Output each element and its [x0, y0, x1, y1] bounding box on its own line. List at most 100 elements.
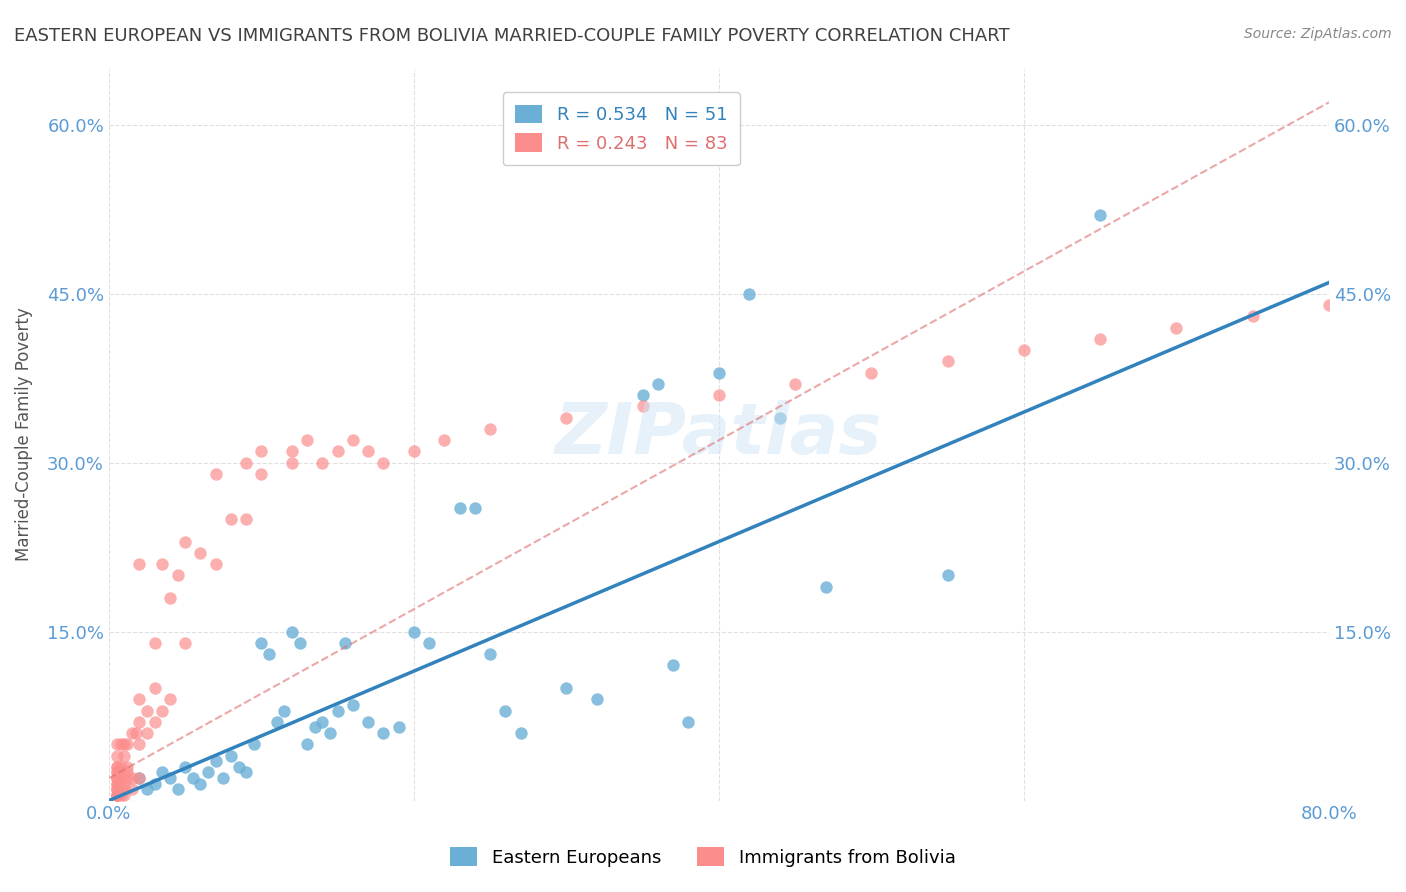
Point	[105, 777, 128, 791]
Point	[707, 388, 730, 402]
Y-axis label: Married-Couple Family Poverty: Married-Couple Family Poverty	[15, 308, 32, 561]
Point	[121, 771, 143, 785]
Point	[586, 692, 609, 706]
Point	[204, 467, 226, 481]
Point	[110, 771, 132, 785]
Point	[204, 557, 226, 571]
Point	[128, 557, 150, 571]
Point	[357, 714, 380, 729]
Point	[235, 456, 257, 470]
Point	[357, 444, 380, 458]
Point	[342, 433, 364, 447]
Point	[190, 777, 212, 791]
Point	[250, 636, 273, 650]
Point	[373, 456, 395, 470]
Point	[159, 692, 181, 706]
Point	[105, 760, 128, 774]
Point	[105, 765, 128, 780]
Text: Source: ZipAtlas.com: Source: ZipAtlas.com	[1244, 27, 1392, 41]
Point	[105, 788, 128, 802]
Point	[464, 500, 486, 515]
Point	[311, 714, 333, 729]
Text: EASTERN EUROPEAN VS IMMIGRANTS FROM BOLIVIA MARRIED-COUPLE FAMILY POVERTY CORREL: EASTERN EUROPEAN VS IMMIGRANTS FROM BOLI…	[14, 27, 1010, 45]
Point	[335, 636, 357, 650]
Point	[281, 444, 304, 458]
Point	[110, 737, 132, 751]
Point	[136, 704, 159, 718]
Point	[190, 546, 212, 560]
Point	[449, 500, 471, 515]
Point	[494, 704, 516, 718]
Point	[143, 681, 166, 695]
Point	[662, 658, 685, 673]
Point	[1012, 343, 1035, 357]
Point	[319, 726, 342, 740]
Point	[105, 782, 128, 797]
Point	[121, 782, 143, 797]
Point	[1166, 320, 1188, 334]
Point	[105, 760, 128, 774]
Point	[105, 777, 128, 791]
Point	[105, 788, 128, 802]
Point	[295, 737, 318, 751]
Point	[110, 760, 132, 774]
Point	[273, 704, 295, 718]
Point	[166, 782, 188, 797]
Point	[219, 748, 242, 763]
Point	[555, 681, 578, 695]
Point	[112, 748, 135, 763]
Point	[326, 704, 349, 718]
Point	[166, 568, 188, 582]
Point	[281, 456, 304, 470]
Point	[509, 726, 531, 740]
Point	[769, 410, 792, 425]
Point	[936, 354, 959, 368]
Point	[418, 636, 440, 650]
Legend: Eastern Europeans, Immigrants from Bolivia: Eastern Europeans, Immigrants from Boliv…	[443, 840, 963, 874]
Point	[105, 788, 128, 802]
Point	[105, 737, 128, 751]
Point	[128, 714, 150, 729]
Point	[105, 771, 128, 785]
Point	[342, 698, 364, 712]
Point	[105, 782, 128, 797]
Point	[388, 720, 411, 734]
Point	[115, 765, 138, 780]
Point	[311, 456, 333, 470]
Point	[128, 771, 150, 785]
Point	[479, 422, 502, 436]
Point	[288, 636, 311, 650]
Point	[136, 726, 159, 740]
Point	[143, 714, 166, 729]
Point	[647, 376, 669, 391]
Point	[125, 726, 148, 740]
Point	[785, 376, 807, 391]
Point	[136, 782, 159, 797]
Point	[110, 782, 132, 797]
Point	[174, 760, 197, 774]
Point	[242, 737, 264, 751]
Point	[115, 760, 138, 774]
Point	[115, 771, 138, 785]
Point	[112, 777, 135, 791]
Point	[112, 737, 135, 751]
Point	[250, 444, 273, 458]
Point	[281, 624, 304, 639]
Point	[110, 788, 132, 802]
Point	[112, 788, 135, 802]
Point	[143, 636, 166, 650]
Point	[295, 433, 318, 447]
Point	[212, 771, 235, 785]
Point	[150, 765, 173, 780]
Point	[707, 366, 730, 380]
Point	[143, 777, 166, 791]
Point	[105, 765, 128, 780]
Point	[814, 580, 837, 594]
Point	[121, 726, 143, 740]
Point	[228, 760, 250, 774]
Point	[150, 704, 173, 718]
Point	[860, 366, 883, 380]
Point	[936, 568, 959, 582]
Point	[257, 647, 280, 661]
Point	[402, 624, 425, 639]
